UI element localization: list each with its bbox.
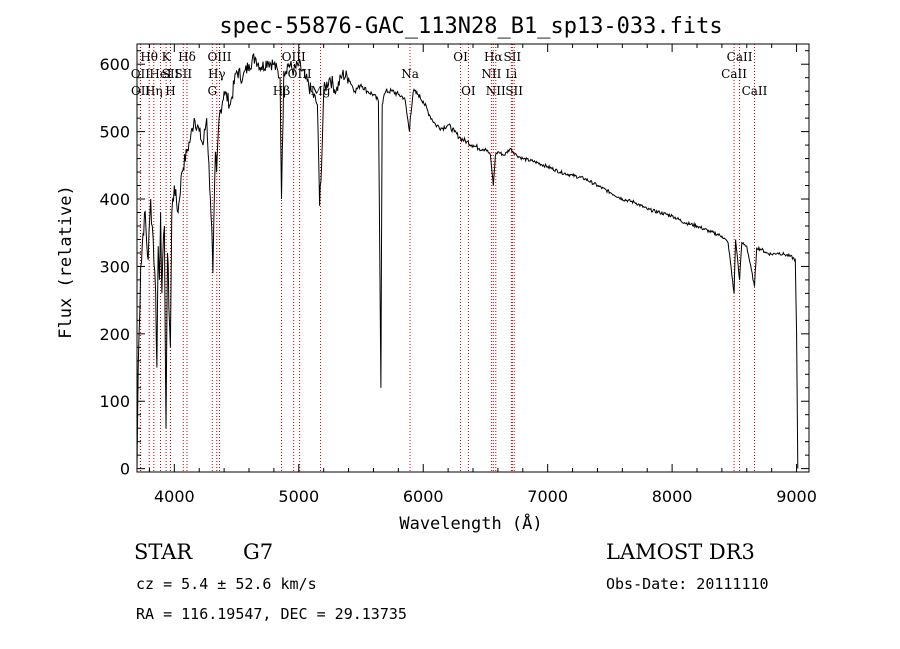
line-label-sii: SII bbox=[162, 67, 180, 81]
line-label-sii: SII bbox=[503, 50, 521, 64]
y-tick-label: 600 bbox=[99, 55, 130, 74]
line-label-oii: OII bbox=[131, 67, 151, 81]
object-class: STAR bbox=[134, 540, 193, 564]
spectrum-line bbox=[136, 52, 799, 469]
redshift-text: cz = 5.4 ± 52.6 km/s bbox=[136, 575, 317, 593]
line-label-oi: OI bbox=[453, 50, 468, 64]
x-tick-label: 7000 bbox=[527, 487, 568, 506]
x-tick-label: 5000 bbox=[278, 487, 319, 506]
line-label-na: Na bbox=[401, 67, 419, 81]
line-label-caii: CaII bbox=[721, 67, 747, 81]
obs-date-text: Obs-Date: 20111110 bbox=[606, 575, 769, 593]
survey-name: LAMOST DR3 bbox=[606, 540, 755, 564]
spectral-line-markers bbox=[139, 44, 755, 472]
plot-frame bbox=[136, 43, 810, 473]
line-label-k: K bbox=[162, 50, 172, 64]
line-label-sii: SII bbox=[505, 84, 523, 98]
y-tick-label: 300 bbox=[99, 257, 130, 276]
line-label-hη: Hη bbox=[145, 84, 163, 98]
coordinates-text: RA = 116.19547, DEC = 29.13735 bbox=[136, 605, 407, 623]
y-axis-label: Flux (relative) bbox=[56, 185, 76, 339]
line-label-hθ: Hθ bbox=[140, 50, 158, 64]
line-label-li: Li bbox=[505, 67, 517, 81]
x-axis-ticks: 4000 5000 6000 7000 8000 9000 bbox=[148, 44, 817, 506]
line-label-oiii: OIII bbox=[282, 50, 306, 64]
line-label-h: H bbox=[165, 84, 175, 98]
line-label-nii: NII bbox=[481, 67, 501, 81]
line-label-hei: HeI bbox=[149, 67, 172, 81]
line-label-hα: Hα bbox=[484, 50, 503, 64]
y-tick-label: 0 bbox=[120, 460, 130, 479]
object-subclass: G7 bbox=[243, 540, 273, 564]
line-label-g: G bbox=[207, 84, 217, 98]
x-axis-label: Wavelength (Å) bbox=[399, 512, 542, 534]
line-label-hβ: Hβ bbox=[273, 84, 290, 98]
spectral-line-labels: OIIOIIHθHηHeIKSIIHHδSIIOIIIHγGOIIIHβOIII… bbox=[131, 50, 768, 98]
y-tick-label: 400 bbox=[99, 190, 130, 209]
y-tick-label: 200 bbox=[99, 325, 130, 344]
line-label-nii: NII bbox=[486, 84, 506, 98]
line-label-sii: SII bbox=[174, 67, 192, 81]
y-tick-label: 500 bbox=[99, 123, 130, 142]
y-tick-label: 100 bbox=[99, 392, 130, 411]
line-label-hδ: Hδ bbox=[178, 50, 196, 64]
line-label-oi: OI bbox=[461, 84, 476, 98]
line-label-caii: CaII bbox=[727, 50, 753, 64]
chart-title: spec-55876-GAC_113N28_B1_sp13-033.fits bbox=[219, 14, 722, 39]
x-tick-label: 8000 bbox=[652, 487, 693, 506]
y-axis-ticks: 0 100 200 300 400 500 600 bbox=[99, 50, 809, 479]
x-tick-label: 6000 bbox=[403, 487, 444, 506]
x-tick-label: 9000 bbox=[776, 487, 817, 506]
line-label-hγ: Hγ bbox=[208, 67, 226, 81]
line-label-caii: CaII bbox=[742, 84, 768, 98]
line-label-oiii: OIII bbox=[207, 50, 231, 64]
x-tick-label: 4000 bbox=[154, 487, 195, 506]
